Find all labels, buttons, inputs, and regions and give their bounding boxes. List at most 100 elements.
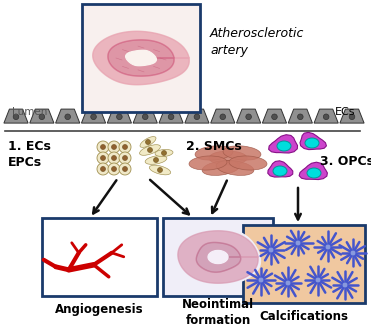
Circle shape bbox=[119, 141, 131, 153]
Circle shape bbox=[145, 140, 151, 145]
Ellipse shape bbox=[145, 156, 167, 164]
Ellipse shape bbox=[216, 161, 254, 175]
Circle shape bbox=[65, 114, 70, 120]
Ellipse shape bbox=[149, 165, 171, 175]
Ellipse shape bbox=[305, 138, 319, 148]
Circle shape bbox=[108, 141, 120, 153]
Circle shape bbox=[108, 163, 120, 175]
Polygon shape bbox=[93, 31, 189, 85]
Circle shape bbox=[154, 157, 158, 163]
Circle shape bbox=[246, 114, 252, 120]
Ellipse shape bbox=[229, 156, 267, 170]
Polygon shape bbox=[196, 242, 241, 272]
Polygon shape bbox=[269, 135, 298, 153]
Circle shape bbox=[324, 114, 329, 120]
Circle shape bbox=[342, 282, 348, 288]
Polygon shape bbox=[299, 162, 327, 179]
Circle shape bbox=[295, 240, 301, 246]
Text: Neointimal
formation: Neointimal formation bbox=[182, 297, 254, 324]
Circle shape bbox=[194, 114, 200, 120]
Ellipse shape bbox=[273, 166, 287, 176]
Circle shape bbox=[350, 250, 356, 256]
Circle shape bbox=[158, 168, 162, 172]
Text: 1. ECs
EPCs: 1. ECs EPCs bbox=[8, 140, 51, 169]
Circle shape bbox=[315, 277, 321, 283]
Circle shape bbox=[298, 114, 303, 120]
Polygon shape bbox=[108, 40, 174, 76]
Polygon shape bbox=[126, 50, 156, 66]
Polygon shape bbox=[175, 227, 260, 287]
Circle shape bbox=[97, 152, 109, 164]
Circle shape bbox=[112, 156, 116, 160]
Text: 3. OPCs: 3. OPCs bbox=[320, 155, 371, 168]
Circle shape bbox=[97, 163, 109, 175]
Circle shape bbox=[112, 167, 116, 171]
Ellipse shape bbox=[139, 145, 160, 155]
Circle shape bbox=[122, 156, 128, 160]
Ellipse shape bbox=[307, 168, 321, 178]
Polygon shape bbox=[340, 109, 364, 123]
Polygon shape bbox=[93, 31, 189, 85]
Circle shape bbox=[101, 167, 105, 171]
Polygon shape bbox=[268, 161, 293, 177]
Ellipse shape bbox=[155, 149, 173, 156]
Circle shape bbox=[285, 280, 291, 286]
Circle shape bbox=[122, 167, 128, 171]
Polygon shape bbox=[185, 109, 209, 123]
Circle shape bbox=[142, 114, 148, 120]
Text: ECs: ECs bbox=[335, 107, 355, 117]
Ellipse shape bbox=[189, 156, 227, 170]
Bar bbox=[82, 4, 200, 112]
Polygon shape bbox=[4, 109, 28, 123]
Polygon shape bbox=[133, 109, 157, 123]
Ellipse shape bbox=[277, 141, 291, 151]
Text: Angiogenesis: Angiogenesis bbox=[55, 304, 144, 317]
Circle shape bbox=[97, 141, 109, 153]
Polygon shape bbox=[262, 109, 286, 123]
Circle shape bbox=[325, 244, 331, 250]
Circle shape bbox=[220, 114, 226, 120]
Polygon shape bbox=[211, 109, 235, 123]
Ellipse shape bbox=[140, 137, 156, 147]
Ellipse shape bbox=[223, 146, 261, 160]
Circle shape bbox=[168, 114, 174, 120]
Circle shape bbox=[91, 114, 96, 120]
Circle shape bbox=[148, 147, 152, 153]
Circle shape bbox=[39, 114, 45, 120]
Circle shape bbox=[119, 163, 131, 175]
Circle shape bbox=[101, 145, 105, 149]
Circle shape bbox=[112, 145, 116, 149]
Circle shape bbox=[108, 152, 120, 164]
Text: 2. SMCs: 2. SMCs bbox=[186, 140, 242, 153]
Polygon shape bbox=[314, 109, 338, 123]
Ellipse shape bbox=[195, 146, 233, 160]
Polygon shape bbox=[56, 109, 80, 123]
Ellipse shape bbox=[209, 151, 247, 165]
Circle shape bbox=[101, 156, 105, 160]
Polygon shape bbox=[208, 250, 228, 263]
Circle shape bbox=[119, 152, 131, 164]
Circle shape bbox=[122, 145, 128, 149]
Bar bbox=[243, 225, 365, 303]
Circle shape bbox=[268, 247, 274, 253]
Circle shape bbox=[116, 114, 122, 120]
Polygon shape bbox=[159, 109, 183, 123]
Text: Calcifications: Calcifications bbox=[259, 310, 348, 323]
Circle shape bbox=[258, 277, 264, 283]
Polygon shape bbox=[178, 231, 258, 283]
Circle shape bbox=[161, 151, 167, 156]
Polygon shape bbox=[237, 109, 261, 123]
Polygon shape bbox=[82, 109, 106, 123]
Circle shape bbox=[13, 114, 19, 120]
Text: Lumen: Lumen bbox=[12, 107, 48, 117]
Circle shape bbox=[272, 114, 277, 120]
Bar bbox=[163, 218, 273, 296]
Polygon shape bbox=[30, 109, 54, 123]
Ellipse shape bbox=[202, 161, 240, 175]
Text: Atherosclerotic
artery: Atherosclerotic artery bbox=[210, 27, 304, 57]
Polygon shape bbox=[107, 109, 131, 123]
Polygon shape bbox=[288, 109, 312, 123]
Polygon shape bbox=[300, 132, 326, 150]
Circle shape bbox=[349, 114, 355, 120]
Bar bbox=[42, 218, 157, 296]
